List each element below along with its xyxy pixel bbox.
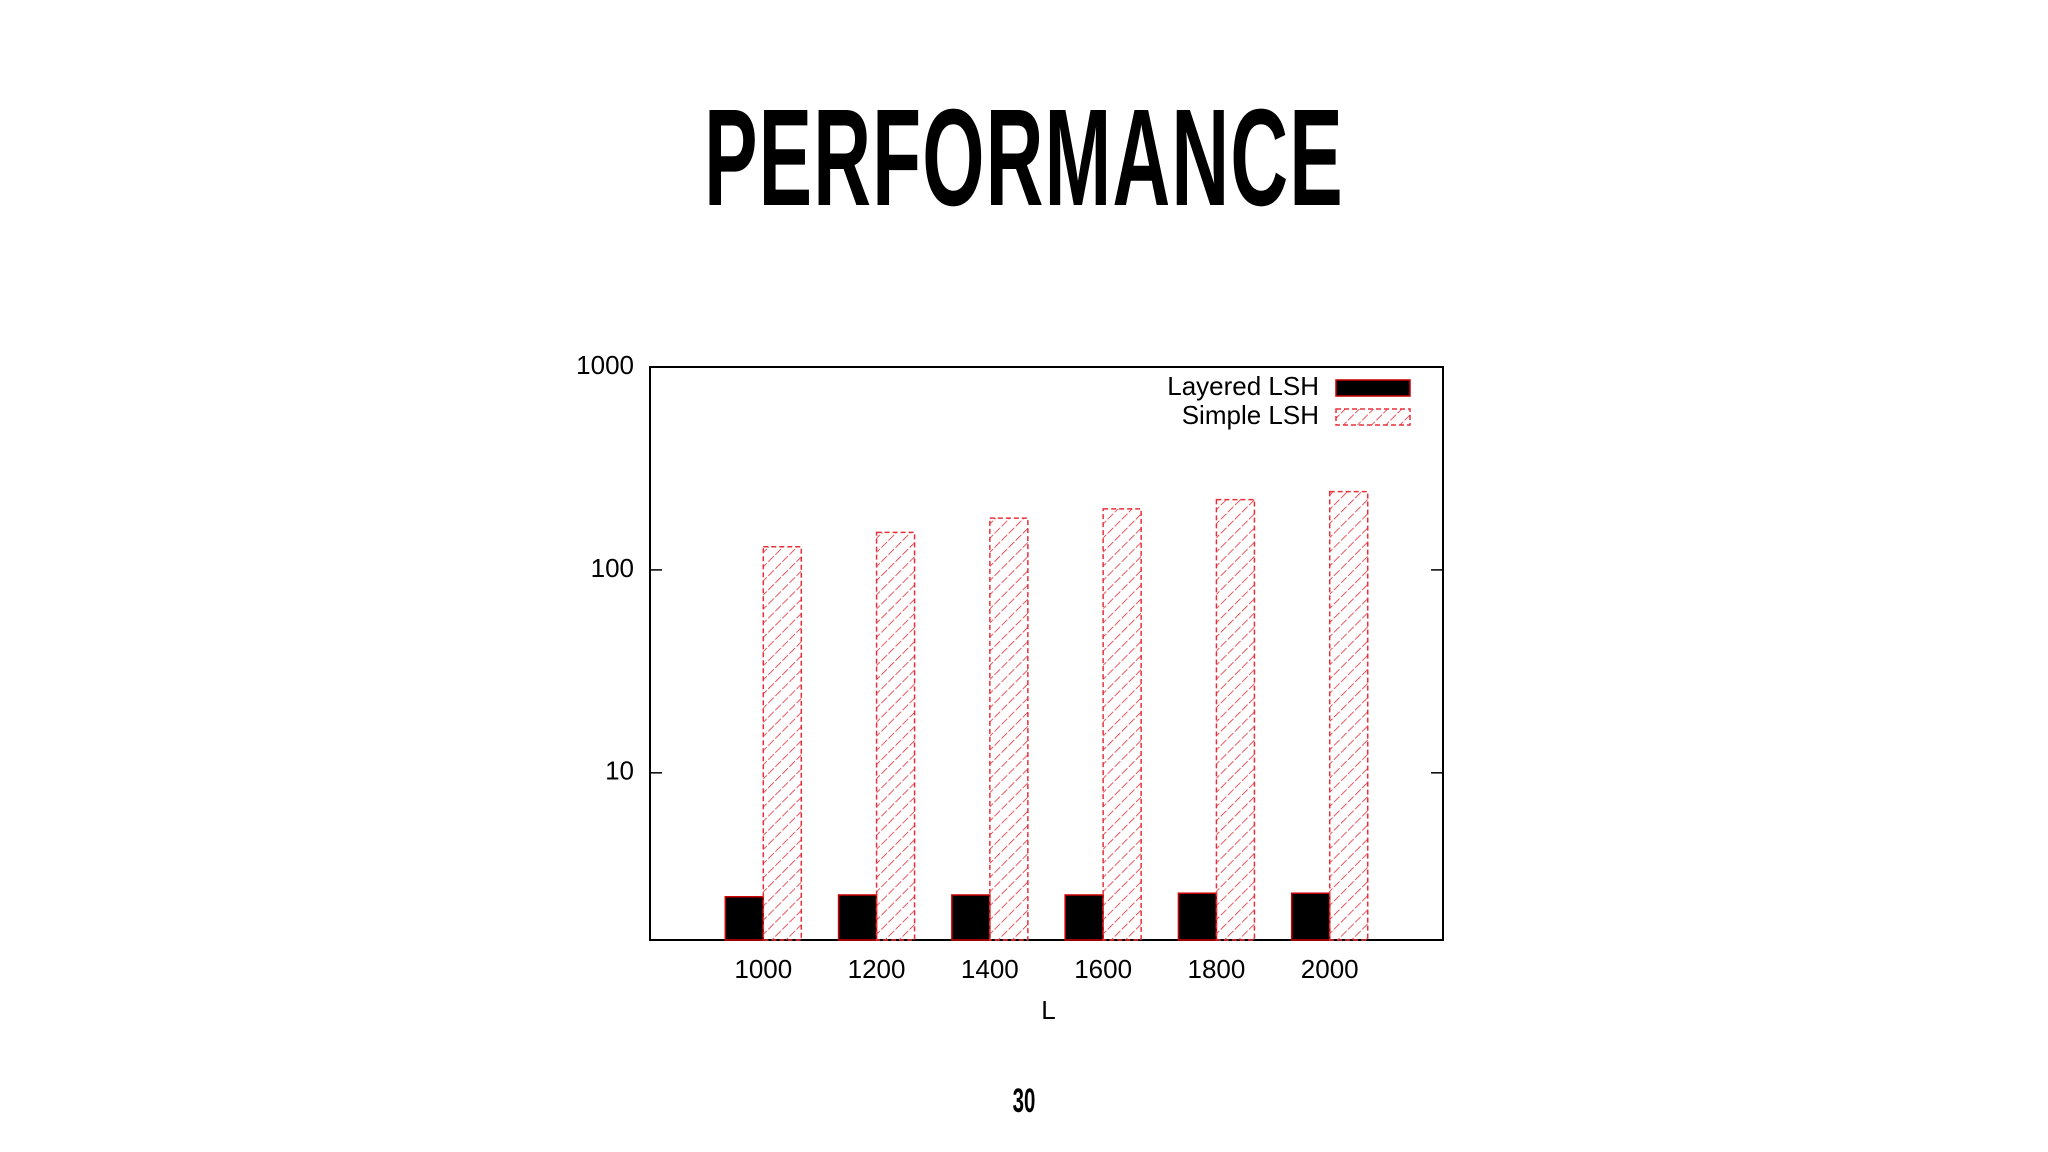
legend-key (1335, 379, 1411, 397)
bar (1177, 892, 1218, 941)
x-tick-label: 1800 (1188, 954, 1246, 984)
bar (989, 517, 1029, 941)
chart: 10 100 1000 1000 1200 1400 1600 1800 2000 L Layere… (576, 350, 1444, 1025)
bar (724, 896, 765, 941)
legend-key (1335, 408, 1411, 426)
page-number: 30 (1013, 1082, 1036, 1120)
bar (1328, 490, 1369, 941)
x-tick-label: 1200 (848, 954, 906, 984)
bar (1102, 508, 1142, 941)
y-tick-label: 1000 (576, 350, 634, 380)
y-tick-label: 100 (591, 553, 634, 583)
plot-frame (649, 366, 1444, 941)
bar (1290, 892, 1331, 941)
x-tick-label: 2000 (1301, 954, 1359, 984)
x-tick-label: 1400 (961, 954, 1019, 984)
x-tick-label: 1600 (1074, 954, 1132, 984)
bar (875, 531, 916, 941)
bar (762, 546, 803, 941)
legend-label: Simple LSH (1182, 400, 1319, 430)
bar (1215, 498, 1256, 941)
x-tick-label: 1000 (734, 954, 792, 984)
bar (837, 894, 878, 941)
bar (951, 894, 991, 941)
x-axis-label: L (1041, 995, 1055, 1025)
legend-label: Layered LSH (1167, 371, 1319, 401)
slide-title: PERFORMANCE (704, 80, 1344, 234)
y-tick-label: 10 (605, 756, 634, 786)
bar (1064, 894, 1104, 941)
